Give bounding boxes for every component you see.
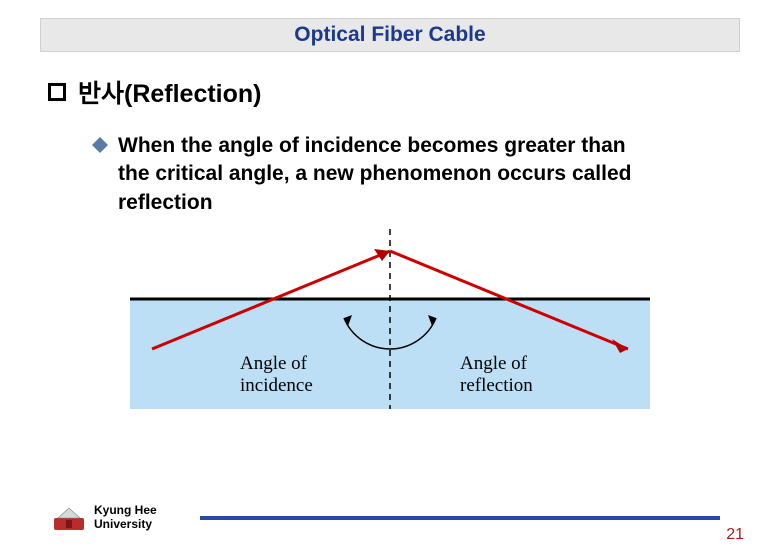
svg-text:Angle of: Angle of <box>240 353 308 374</box>
university-name: Kyung Hee University <box>94 504 157 532</box>
university-line2: University <box>94 518 157 532</box>
body-row: When the angle of incidence becomes grea… <box>92 132 780 217</box>
heading-row: 반사(Reflection) <box>48 74 780 110</box>
university-line1: Kyung Hee <box>94 504 157 518</box>
title-bar: Optical Fiber Cable <box>40 18 740 52</box>
footer-divider <box>200 516 720 520</box>
svg-text:reflection: reflection <box>460 375 533 396</box>
diamond-bullet-icon <box>92 137 108 153</box>
svg-text:incidence: incidence <box>240 375 313 396</box>
heading-text: 반사(Reflection) <box>78 74 262 110</box>
reflection-diagram: Angle ofincidenceAngle ofreflection <box>130 229 650 409</box>
page-number: 21 <box>726 526 744 544</box>
svg-text:Angle of: Angle of <box>460 353 528 374</box>
body-text: When the angle of incidence becomes grea… <box>118 132 660 217</box>
square-bullet-icon <box>48 83 66 101</box>
university-logo-icon <box>52 504 86 532</box>
footer: Kyung Hee University <box>52 504 157 532</box>
slide-title: Optical Fiber Cable <box>294 23 485 46</box>
